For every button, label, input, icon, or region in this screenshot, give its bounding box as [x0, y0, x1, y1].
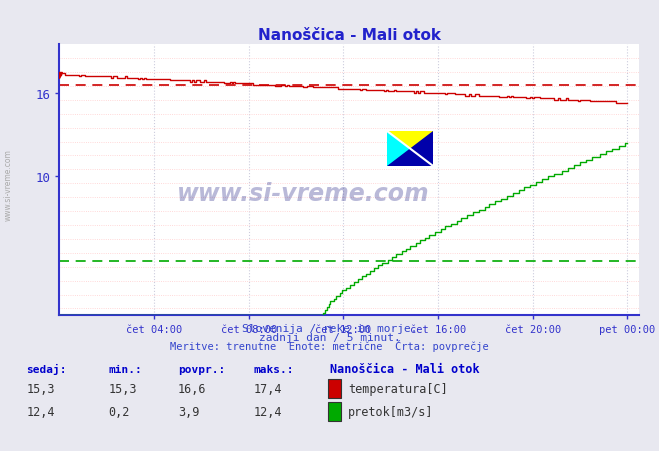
Text: www.si-vreme.com: www.si-vreme.com [4, 149, 13, 221]
Text: www.si-vreme.com: www.si-vreme.com [177, 182, 429, 206]
Polygon shape [387, 132, 434, 167]
Text: sedaj:: sedaj: [26, 363, 67, 374]
Polygon shape [387, 132, 434, 167]
Text: pretok[m3/s]: pretok[m3/s] [348, 405, 434, 418]
Text: Slovenija / reke in morje.: Slovenija / reke in morje. [242, 323, 417, 333]
Text: Nanoščica - Mali otok: Nanoščica - Mali otok [330, 362, 479, 375]
Text: 12,4: 12,4 [254, 405, 282, 418]
Text: 3,9: 3,9 [178, 405, 199, 418]
Text: Meritve: trenutne  Enote: metrične  Črta: povprečje: Meritve: trenutne Enote: metrične Črta: … [170, 340, 489, 351]
Text: min.:: min.: [109, 364, 142, 374]
Text: maks.:: maks.: [254, 364, 294, 374]
Text: 15,3: 15,3 [109, 382, 137, 396]
Text: zadnji dan / 5 minut.: zadnji dan / 5 minut. [258, 332, 401, 342]
Text: 17,4: 17,4 [254, 382, 282, 396]
Text: temperatura[C]: temperatura[C] [348, 382, 447, 396]
Text: 15,3: 15,3 [26, 382, 55, 396]
Text: 12,4: 12,4 [26, 405, 55, 418]
Title: Nanoščica - Mali otok: Nanoščica - Mali otok [258, 28, 441, 42]
Text: 16,6: 16,6 [178, 382, 206, 396]
Polygon shape [387, 132, 434, 167]
Text: povpr.:: povpr.: [178, 364, 225, 374]
Text: 0,2: 0,2 [109, 405, 130, 418]
